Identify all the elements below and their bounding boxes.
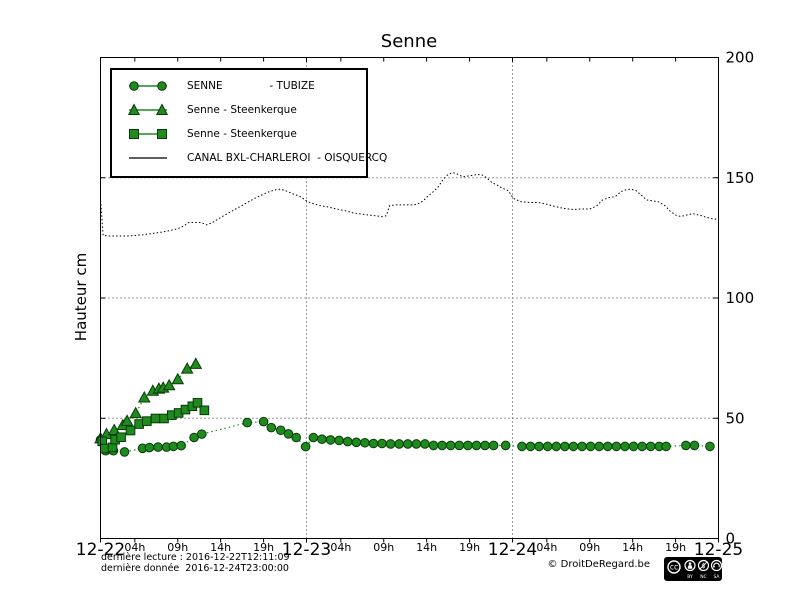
cc-logo-icon: cc xyxy=(667,560,681,574)
legend-label: Senne - Steenkerque xyxy=(187,104,297,116)
x-hour-label: 09h xyxy=(579,541,600,554)
copyright-text: © DroitDeRegard.be xyxy=(547,559,650,570)
legend-label: Senne - Steenkerque xyxy=(187,128,297,140)
chart-title: Senne xyxy=(380,31,438,52)
legend-item-canal: CANAL BXL-CHARLEROI - OISQUERCQ xyxy=(125,151,387,165)
cc-sa-label: SA xyxy=(713,574,720,580)
cc-sa-icon xyxy=(710,559,722,572)
cc-nc-label: NC xyxy=(700,574,707,580)
legend-line-marker-icon xyxy=(129,157,167,159)
y-tick-label: 200 xyxy=(726,49,755,67)
x-hour-label: 09h xyxy=(167,541,188,554)
x-hour-label: 14h xyxy=(416,541,437,554)
x-hour-label: 19h xyxy=(253,541,274,554)
legend-item-tubize: SENNE - TUBIZE xyxy=(125,79,358,93)
cc-by-icon xyxy=(684,559,696,572)
legend-triangle-marker-icon xyxy=(127,103,169,115)
legend-item-steenkerque-2: Senne - Steenkerque xyxy=(125,127,358,141)
legend-circle-marker-icon xyxy=(129,81,167,91)
svg-text:cc: cc xyxy=(670,563,678,572)
x-day-label: 12-24 xyxy=(488,540,537,560)
x-day-label: 12-23 xyxy=(282,540,331,560)
legend-square-marker-icon xyxy=(129,129,167,139)
series-square xyxy=(97,398,210,454)
y-tick-label: 0 xyxy=(726,530,736,548)
x-hour-label: 14h xyxy=(622,541,643,554)
cc-license-badge: cc $ BY NC SA xyxy=(664,557,722,581)
axis-labels: 0 50 100 150 200 12-22 12-23 12-24 12-25 04h 09h 14… xyxy=(76,49,754,561)
legend: SENNE - TUBIZE Senne - Steenkerque Senne… xyxy=(110,68,387,178)
series-none xyxy=(100,171,719,237)
plot-frame xyxy=(100,57,719,539)
x-hour-label: 14h xyxy=(210,541,231,554)
y-tick-label: 150 xyxy=(726,169,755,187)
y-tick-label: 100 xyxy=(726,289,755,307)
y-axis-label: Hauteur cm xyxy=(72,252,90,342)
x-hour-label: 09h xyxy=(373,541,394,554)
last-reading-text: dernière lecture : 2016-12-22T12:11:09 xyxy=(101,552,290,563)
series-triangle xyxy=(94,357,203,444)
y-tick-label: 50 xyxy=(726,409,745,427)
cc-nc-icon: $ xyxy=(697,559,710,572)
x-hour-label: 19h xyxy=(459,541,480,554)
x-hour-label: 19h xyxy=(665,541,686,554)
x-hour-label: 04h xyxy=(124,541,145,554)
series-circle xyxy=(95,416,715,457)
x-day-label: 12-22 xyxy=(76,540,125,560)
x-hour-label: 04h xyxy=(330,541,351,554)
x-day-label: 12-25 xyxy=(694,540,743,560)
x-hour-label: 04h xyxy=(536,541,557,554)
last-data-text: dernière donnée 2016-12-24T23:00:00 xyxy=(101,563,289,574)
cc-by-label: BY xyxy=(687,574,693,580)
legend-item-steenkerque-1: Senne - Steenkerque xyxy=(125,103,358,117)
legend-label: CANAL BXL-CHARLEROI - OISQUERCQ xyxy=(187,152,388,164)
legend-label: SENNE - TUBIZE xyxy=(187,80,315,92)
